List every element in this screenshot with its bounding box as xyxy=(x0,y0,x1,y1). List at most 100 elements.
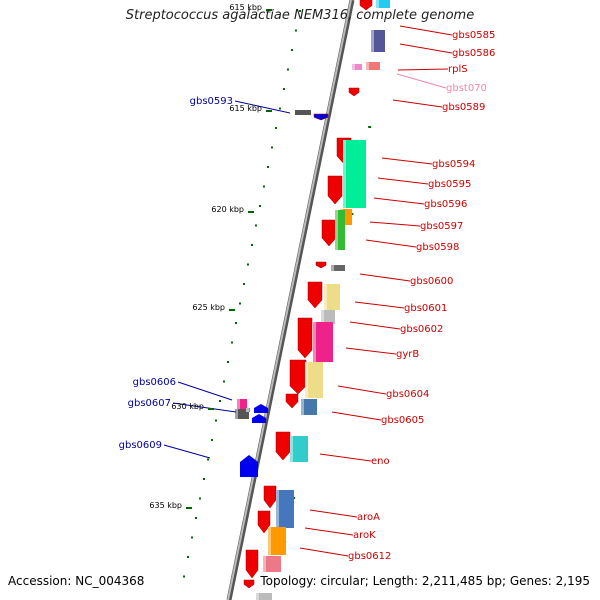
cds-arrow-forward xyxy=(243,579,255,589)
tick-dot xyxy=(270,146,273,149)
gene-block xyxy=(301,399,317,415)
cds-arrow-forward xyxy=(257,510,271,534)
gene-block-shade xyxy=(321,310,324,324)
gene-block-shade xyxy=(352,64,355,70)
gene-label-gbs0612: gbs0612 xyxy=(348,551,391,562)
tick-dot xyxy=(368,126,372,128)
gene-block xyxy=(352,64,362,70)
gene-block-shade xyxy=(246,408,249,412)
cds-arrow-reverse xyxy=(254,404,268,413)
leader-line xyxy=(349,321,401,330)
accession-text: Accession: NC_004368 xyxy=(8,574,145,588)
tick-dot xyxy=(226,361,229,363)
tick-dot xyxy=(262,185,265,188)
gene-block xyxy=(256,593,272,600)
gene-label-gbs0596: gbs0596 xyxy=(424,199,467,210)
gene-block-shade xyxy=(335,210,338,250)
leader-line xyxy=(304,527,354,536)
leader-line xyxy=(309,509,358,518)
cds-arrow-forward xyxy=(297,317,313,359)
leader-line xyxy=(396,73,447,89)
tick-label: 615 kbp xyxy=(229,104,262,113)
tick-dot xyxy=(278,107,281,110)
gene-label-gbs0605: gbs0605 xyxy=(381,415,424,426)
tick-dot xyxy=(191,536,194,539)
tick-dot xyxy=(230,341,233,344)
gene-block-shade xyxy=(305,362,308,398)
tick-dot xyxy=(211,439,214,441)
leader-line xyxy=(365,239,417,248)
leader-line xyxy=(377,177,429,185)
cds-arrow-forward xyxy=(348,87,360,97)
tick-dot xyxy=(234,322,237,324)
gene-block xyxy=(324,284,340,310)
gene-block-shade xyxy=(263,556,266,572)
cds-arrow-reverse xyxy=(252,414,266,423)
tick-label: 615 kbp xyxy=(229,3,262,12)
tick-dot xyxy=(222,380,225,383)
tick-dot xyxy=(187,556,190,558)
leader-line xyxy=(299,547,349,557)
tick-dot xyxy=(286,68,289,71)
leader-line xyxy=(172,402,237,413)
leader-line xyxy=(234,100,291,114)
gene-label-rplS: rplS xyxy=(448,64,468,75)
gene-label-gbs0595: gbs0595 xyxy=(428,179,471,190)
cds-arrow-forward xyxy=(327,175,343,205)
leader-line xyxy=(337,385,387,395)
tick-dot xyxy=(219,400,221,402)
tick-dot xyxy=(242,283,245,285)
tick-dot xyxy=(195,517,198,519)
cds-arrow-forward xyxy=(315,261,327,269)
gene-label-gbs0601: gbs0601 xyxy=(404,303,447,314)
tick-mark xyxy=(208,408,214,410)
gene-block xyxy=(331,265,345,271)
gene-label-gbs0594: gbs0594 xyxy=(432,159,475,170)
genome-title: Streptococcus agalactiae NEM316, complet… xyxy=(125,8,475,23)
gene-block xyxy=(321,310,335,324)
tick-dot xyxy=(274,127,277,129)
gene-block xyxy=(276,490,294,528)
gene-block-shade xyxy=(376,0,379,8)
gene-label-gyrB: gyrB xyxy=(396,349,419,360)
gene-block xyxy=(313,322,333,362)
gene-block-shade xyxy=(276,490,279,528)
tick-dot xyxy=(258,205,261,207)
tick-dot xyxy=(250,244,253,246)
cds-arrow-forward xyxy=(263,485,277,509)
gene-label-gbs0609: gbs0609 xyxy=(119,440,162,451)
cds-arrow-reverse xyxy=(313,113,329,121)
tick-dot xyxy=(199,497,202,500)
gene-label-gbs0593: gbs0593 xyxy=(190,96,233,107)
leader-line xyxy=(331,411,382,421)
leader-line xyxy=(399,25,453,36)
leader-line xyxy=(163,444,211,459)
tick-label: 620 kbp xyxy=(211,205,244,214)
tick-mark xyxy=(229,309,235,311)
gene-label-gbs0607: gbs0607 xyxy=(128,398,171,409)
cds-arrow-forward xyxy=(359,0,373,11)
gene-block xyxy=(335,210,345,250)
gene-label-gbst070: gbst070 xyxy=(446,83,487,94)
gene-label-gbs0602: gbs0602 xyxy=(400,324,443,335)
cds-arrow-forward xyxy=(245,549,259,579)
gene-block-shade xyxy=(237,399,240,409)
tick-label: 625 kbp xyxy=(192,303,225,312)
gene-label-gbs0598: gbs0598 xyxy=(416,242,459,253)
gene-block xyxy=(305,362,323,398)
leader-line xyxy=(381,157,433,165)
gene-block xyxy=(235,409,249,419)
leader-line xyxy=(399,43,453,54)
gene-block xyxy=(371,30,385,52)
gene-block xyxy=(290,436,308,462)
cds-arrow-forward xyxy=(307,281,323,309)
leader-line xyxy=(319,453,372,462)
gene-block-shade xyxy=(301,399,304,415)
gene-block-shade xyxy=(331,265,334,271)
gene-label-gbs0586: gbs0586 xyxy=(452,48,495,59)
gene-label-gbs0604: gbs0604 xyxy=(386,389,429,400)
gene-block-shade xyxy=(371,30,374,52)
tick-dot xyxy=(282,88,285,90)
